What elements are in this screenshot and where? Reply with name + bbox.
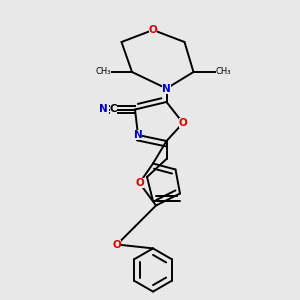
Text: N: N: [134, 130, 142, 140]
Text: O: O: [112, 239, 122, 250]
Text: O: O: [178, 118, 188, 128]
Text: C: C: [110, 104, 117, 115]
Text: O: O: [148, 25, 158, 35]
Text: N: N: [99, 104, 108, 115]
Text: N: N: [162, 83, 171, 94]
Text: CH₃: CH₃: [216, 68, 231, 76]
Text: CH₃: CH₃: [96, 68, 111, 76]
Text: O: O: [135, 178, 144, 188]
